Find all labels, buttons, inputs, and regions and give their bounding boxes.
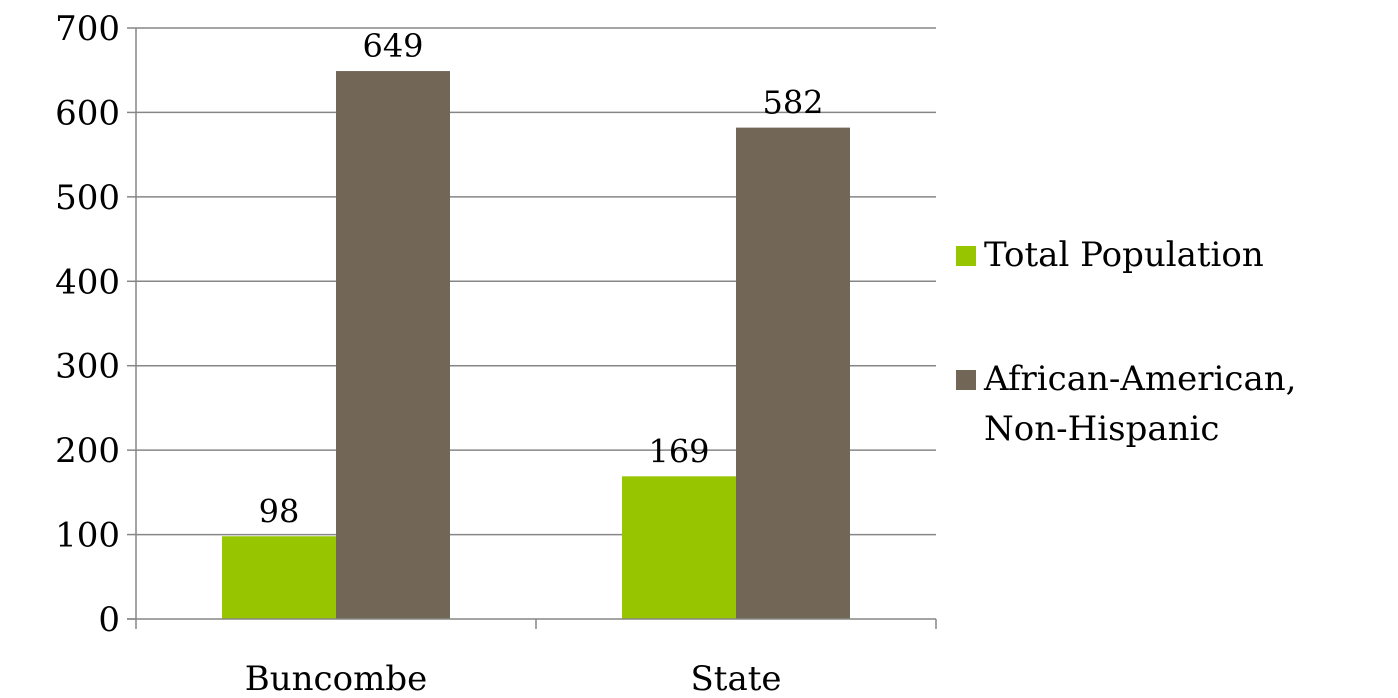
legend-swatch — [956, 370, 976, 390]
data-labels: 98 649 169 582 — [259, 27, 824, 530]
legend-label: Total Population — [984, 235, 1264, 275]
axes — [127, 27, 937, 629]
bar — [622, 476, 736, 619]
legend: Total Population African-American, Non-His… — [956, 235, 1296, 449]
x-tick-label: Buncombe — [245, 659, 427, 698]
y-tick-label: 300 — [55, 347, 120, 387]
y-tick-label: 700 — [55, 9, 120, 49]
legend-label-line: African-American, — [983, 359, 1296, 399]
bar — [336, 71, 450, 619]
y-tick-label: 200 — [55, 431, 120, 471]
x-tick-label: State — [690, 659, 781, 698]
bars — [222, 71, 850, 619]
y-tick-label: 400 — [55, 262, 120, 302]
legend-label: African-American, Non-Hispanic — [983, 359, 1296, 449]
y-tick-label: 100 — [55, 516, 120, 556]
y-tick-label: 600 — [55, 93, 120, 133]
y-tick-label: 0 — [98, 600, 120, 640]
gridlines — [136, 27, 936, 536]
data-label: 98 — [259, 492, 300, 530]
legend-label-line: Non-Hispanic — [984, 409, 1219, 449]
legend-swatch — [956, 246, 976, 266]
data-label: 169 — [648, 432, 709, 470]
x-axis-tick-labels: Buncombe State — [245, 659, 782, 698]
bar — [222, 536, 336, 619]
y-axis-tick-labels: 0 100 200 300 400 500 600 700 — [55, 9, 120, 640]
y-tick-label: 500 — [55, 178, 120, 218]
data-label: 582 — [762, 84, 823, 122]
bar — [736, 127, 850, 619]
data-label: 649 — [362, 27, 423, 65]
